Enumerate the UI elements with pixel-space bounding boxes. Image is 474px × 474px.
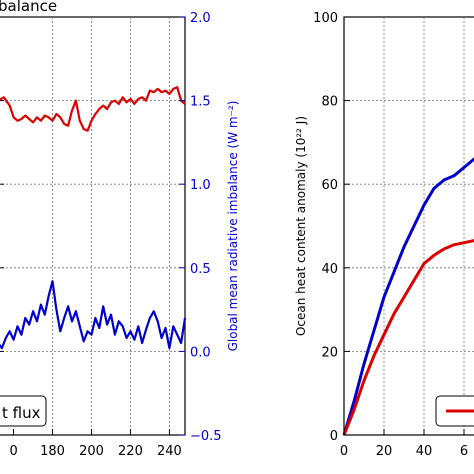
right-legend (435, 395, 474, 427)
left-chart-title: balance (0, 0, 57, 15)
right-y-tick-label: 20 (321, 345, 338, 360)
left-y-tick-label: 1.0 (190, 178, 211, 193)
left-y-tick-label: 0.5 (190, 262, 211, 277)
left-x-tick-label: 200 (79, 444, 104, 459)
right-y-tick-label: 100 (313, 11, 338, 26)
right-y-tick-label: 40 (321, 262, 338, 277)
right-grid (344, 17, 474, 435)
left-x-tick-label: 220 (118, 444, 143, 459)
left-blue-series-line (0, 280, 187, 350)
left-plot-frame (0, 16, 186, 436)
left-y-tick-label: 2.0 (190, 11, 211, 26)
left-ticks: 0 180 200 220 240 −0.5 0.0 0.5 1.0 1.5 2.0 (0, 11, 222, 459)
right-y-tick-label: 80 (321, 95, 338, 110)
right-x-tick-label: 20 (376, 444, 393, 459)
right-x-tick-label: 40 (416, 444, 433, 459)
left-legend: t flux (0, 395, 47, 427)
right-x-tick-label: 0 (340, 444, 348, 459)
left-y-tick-label: −0.5 (190, 429, 222, 444)
left-red-series-line (0, 86, 186, 132)
right-series-group (342, 157, 474, 436)
right-red-series-line (342, 239, 474, 436)
left-right-axis-label: Global mean radiative imbalance (W m⁻²) (226, 101, 240, 352)
right-x-tick-label: 6 (460, 444, 468, 459)
right-blue-series-line (342, 157, 474, 436)
right-y-axis-label: Ocean heat content anomaly (10²² J) (294, 116, 308, 336)
left-series-group (0, 86, 187, 350)
right-plot-frame (343, 16, 474, 436)
left-y-tick-label: 1.5 (190, 95, 211, 110)
left-x-tick-label: 0 (9, 444, 17, 459)
right-y-tick-label: 0 (330, 429, 338, 444)
left-legend-entry: t flux (2, 404, 41, 422)
left-x-tick-label: 180 (40, 444, 65, 459)
left-chart: 0 180 200 220 240 −0.5 0.0 0.5 1.0 1.5 2.0 balance… (0, 0, 240, 459)
left-x-tick-label: 240 (157, 444, 182, 459)
right-y-tick-label: 60 (321, 178, 338, 193)
left-y-tick-label: 0.0 (190, 345, 211, 360)
left-legend-box (0, 395, 47, 427)
left-grid (0, 17, 185, 435)
